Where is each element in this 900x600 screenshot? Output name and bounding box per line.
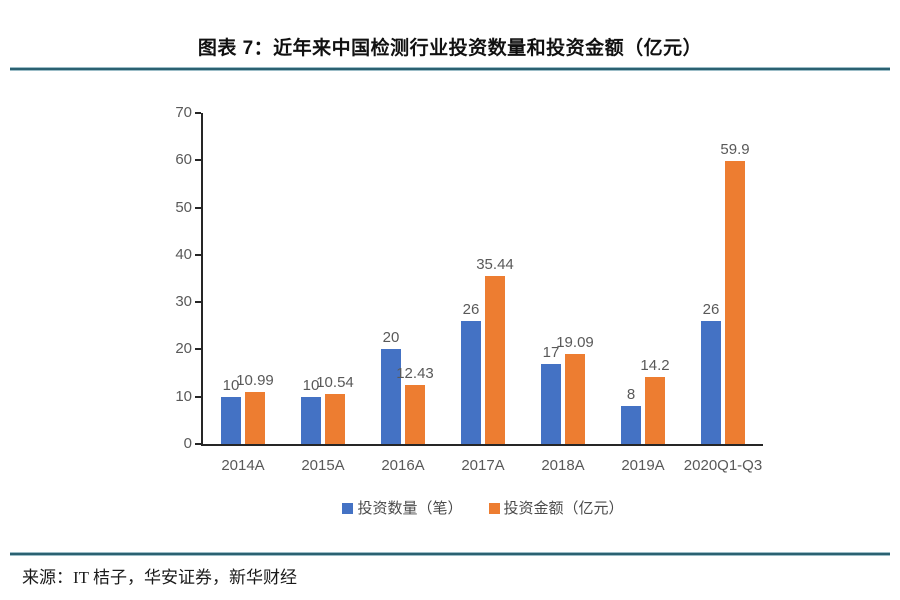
legend-swatch-icon (488, 502, 500, 514)
bar-value-label: 26 (462, 301, 480, 319)
y-axis-tick (195, 206, 201, 209)
y-axis-tick-label: 0 (183, 435, 192, 452)
legend-item: 投资金额（亿元） (488, 499, 624, 517)
x-axis-category-label: 2016A (381, 457, 425, 474)
y-axis-tick (195, 159, 201, 162)
x-axis-line (201, 444, 763, 446)
x-axis-category-label: 2017A (461, 457, 505, 474)
bar-value-label: 59.9 (720, 140, 750, 158)
bar-value-label: 26 (702, 301, 720, 319)
x-axis-category-label: 2015A (301, 457, 345, 474)
legend-swatch-icon (342, 502, 354, 514)
bar-投资数量（笔）-2017A (461, 321, 481, 444)
y-axis-tick-label: 60 (175, 151, 192, 169)
y-axis-tick (195, 112, 201, 114)
bar-投资数量（笔）-2014A (221, 396, 241, 444)
y-axis-tick (195, 443, 201, 445)
source-note: 来源：IT 桔子，华安证券，新华财经 (22, 568, 297, 587)
bar-投资金额（亿元）-2018A (565, 353, 585, 444)
bar-投资数量（笔）-2019A (621, 406, 641, 444)
y-axis-tick-label: 40 (175, 245, 192, 263)
bar-value-label: 8 (626, 386, 636, 404)
bar-投资数量（笔）-2015A (301, 396, 321, 444)
top-divider (10, 67, 890, 71)
y-axis-tick-label: 10 (175, 387, 192, 405)
x-axis-category-label: 2018A (541, 457, 585, 474)
chart-legend: 投资数量（笔） 投资金额（亿元） (203, 500, 763, 516)
bar-value-label: 17 (542, 343, 560, 361)
bar-value-label: 10 (302, 376, 320, 394)
chart-title: 图表 7：近年来中国检测行业投资数量和投资金额（亿元） (197, 38, 703, 59)
bar-value-label: 14.2 (640, 356, 670, 374)
legend-series-label: 投资数量（笔） (357, 499, 463, 517)
y-axis-tick (195, 395, 201, 398)
y-axis-tick (195, 253, 201, 256)
y-axis-tick-label: 20 (175, 340, 192, 358)
legend-item: 投资数量（笔） (342, 499, 463, 517)
bar-投资金额（亿元）-2014A (245, 392, 265, 444)
x-axis-category-label: 2014A (221, 457, 265, 474)
bar-value-label: 35.44 (476, 256, 514, 274)
x-axis-category-label: 2020Q1-Q3 (683, 457, 763, 474)
bar-投资金额（亿元）-2020Q1-Q3 (725, 160, 745, 444)
bar-投资数量（笔）-2016A (381, 349, 401, 444)
bar-投资数量（笔）-2020Q1-Q3 (701, 321, 721, 444)
bar-value-label: 10 (222, 376, 240, 394)
bar-投资金额（亿元）-2016A (405, 385, 425, 444)
y-axis-tick-label: 30 (175, 293, 192, 311)
y-axis-tick (195, 348, 201, 351)
bar-投资金额（亿元）-2015A (325, 394, 345, 444)
bar-value-label: 12.43 (396, 365, 434, 383)
bar-value-label: 19.09 (556, 333, 594, 351)
bottom-divider (10, 552, 890, 556)
y-axis-tick-label: 50 (175, 198, 192, 216)
y-axis-line (201, 113, 203, 446)
bar-value-label: 20 (382, 329, 400, 347)
legend-series-label: 投资金额（亿元） (503, 499, 624, 517)
x-axis-category-label: 2019A (621, 457, 665, 474)
bar-投资数量（笔）-2018A (541, 363, 561, 444)
y-axis-tick (195, 301, 201, 304)
y-axis-tick-label: 70 (175, 104, 192, 121)
bar-value-label: 10.99 (236, 372, 274, 390)
bar-value-label: 10.54 (316, 374, 354, 392)
bar-投资金额（亿元）-2019A (645, 376, 665, 444)
bar-投资金额（亿元）-2017A (485, 276, 505, 444)
